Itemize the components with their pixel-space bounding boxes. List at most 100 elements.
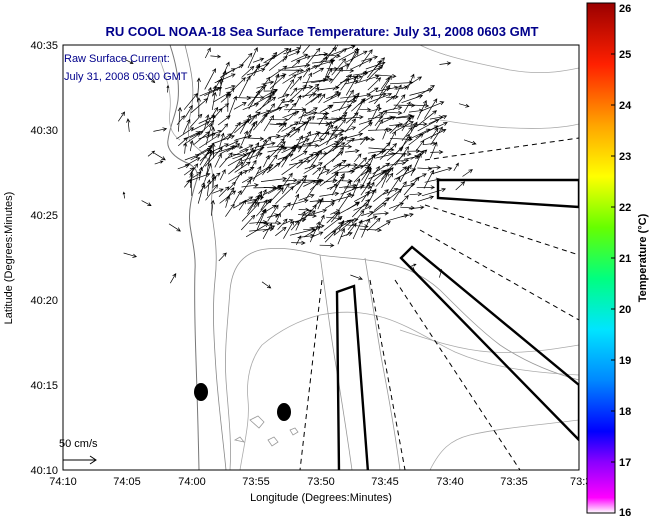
current-vector-arrow	[210, 54, 222, 59]
lane-dash-line	[424, 137, 579, 161]
current-vector-arrow	[395, 85, 409, 90]
current-vector-arrow	[282, 47, 292, 62]
current-vector-arrow	[331, 128, 345, 133]
current-vector-arrow	[401, 126, 413, 142]
current-vector-arrow	[415, 125, 439, 139]
current-vector-arrow	[367, 181, 375, 197]
current-vector-arrow	[276, 98, 285, 110]
current-vector-arrow	[373, 111, 384, 120]
current-vector-arrow	[189, 173, 194, 197]
current-vector-arrow	[147, 150, 156, 157]
current-vector-arrow	[430, 126, 443, 145]
current-vector-arrow	[331, 104, 352, 113]
current-vector-arrow	[359, 227, 382, 233]
current-vector-arrow	[210, 126, 216, 139]
current-vector-arrow	[330, 67, 344, 84]
current-vector-arrow	[267, 90, 275, 104]
current-vector-arrow	[331, 58, 347, 76]
current-vector-arrow	[358, 122, 373, 133]
scale-arrow	[63, 455, 97, 465]
current-vector-arrow	[252, 57, 265, 63]
current-vector-arrow	[318, 111, 327, 126]
current-vector-arrow	[241, 176, 253, 184]
depth-contour-5	[364, 257, 401, 470]
current-vector-arrow	[359, 107, 372, 112]
current-vector-arrow	[225, 187, 235, 202]
y-tick-label: 40:10	[30, 465, 58, 477]
current-vector-arrow	[367, 77, 382, 91]
current-vector-arrow	[366, 165, 380, 187]
current-vector-arrow	[374, 84, 391, 105]
current-vector-arrow	[365, 61, 386, 70]
y-tick-label: 40:15	[30, 380, 58, 392]
current-vector-arrow	[282, 182, 290, 195]
current-vector-arrow	[269, 103, 290, 112]
current-vector-arrow	[290, 87, 298, 97]
current-vector-arrow	[227, 95, 238, 119]
current-vector-arrow	[367, 59, 382, 79]
current-vector-arrow	[263, 89, 278, 98]
current-vector-arrow	[406, 73, 415, 90]
current-vector-arrow	[337, 115, 364, 120]
current-vector-arrow	[343, 137, 355, 147]
current-vector-arrow	[196, 97, 202, 118]
current-vector-arrow	[212, 85, 217, 97]
shipping-lane	[436, 178, 579, 209]
current-vector-arrow	[365, 153, 376, 175]
current-vector-arrow	[310, 93, 323, 103]
colorbar-tick-label: 18	[619, 406, 631, 418]
current-vector-arrow	[379, 143, 398, 160]
current-vector-arrow	[240, 147, 254, 169]
current-vector-arrow	[249, 114, 258, 125]
x-tick-label: 73:40	[436, 476, 464, 488]
current-vector-arrow	[182, 118, 191, 134]
current-vector-arrow	[154, 160, 164, 165]
current-vector-arrow	[368, 107, 382, 113]
current-vector-arrow	[429, 141, 438, 159]
current-vector-arrow	[331, 144, 353, 149]
current-vector-arrow	[410, 173, 427, 183]
current-vector-arrow	[303, 180, 317, 187]
current-vector-arrow	[403, 176, 420, 196]
current-vector-arrow	[368, 103, 380, 126]
current-vector-arrow	[360, 169, 372, 190]
colorbar-tick-label: 23	[619, 151, 631, 163]
current-vector-arrow	[439, 61, 452, 66]
current-vector-arrow	[403, 155, 420, 160]
current-vector-arrow	[295, 178, 306, 194]
colorbar-ticks: 26 25 24 23 22 21 20 19 18 17 16	[611, 2, 632, 518]
current-vector-arrow	[253, 63, 261, 77]
current-vector-arrow	[416, 100, 427, 120]
current-vector-arrow	[191, 163, 199, 174]
current-vector-arrow	[408, 205, 425, 210]
current-vector-arrow	[331, 146, 345, 163]
current-vector-arrow	[196, 77, 201, 103]
y-tick-labels: 40:35 40:30 40:25 40:20 40:15 40:10	[30, 40, 58, 477]
current-vector-arrow	[319, 243, 335, 248]
current-vector-arrow	[365, 188, 377, 209]
current-vector-arrow	[423, 129, 447, 141]
current-vector-arrow	[225, 203, 235, 217]
current-vector-arrow	[368, 92, 393, 103]
current-vector-arrow	[303, 116, 311, 131]
current-vector-arrow	[410, 152, 422, 176]
current-vector-arrow	[204, 162, 212, 182]
current-vector-arrow	[240, 214, 256, 231]
current-vector-arrow	[269, 187, 284, 203]
current-vector-arrow	[359, 49, 373, 68]
current-vector-arrow	[260, 204, 277, 215]
current-vector-arrow	[373, 189, 389, 202]
shipping-lane-dashes	[299, 137, 579, 470]
current-vector-arrow	[401, 116, 411, 132]
current-vector-arrow	[225, 194, 231, 208]
current-vector-arrow	[380, 168, 392, 176]
current-vector-arrow	[169, 273, 177, 284]
current-vector-arrow	[361, 218, 371, 238]
current-vector-arrow	[235, 157, 243, 169]
current-vector-arrow	[241, 202, 260, 222]
current-vector-arrow	[305, 94, 321, 106]
shipping-lane	[335, 284, 370, 470]
current-vector-arrow	[262, 51, 278, 71]
current-vector-arrow	[310, 208, 328, 216]
current-vector-arrow	[281, 172, 293, 189]
